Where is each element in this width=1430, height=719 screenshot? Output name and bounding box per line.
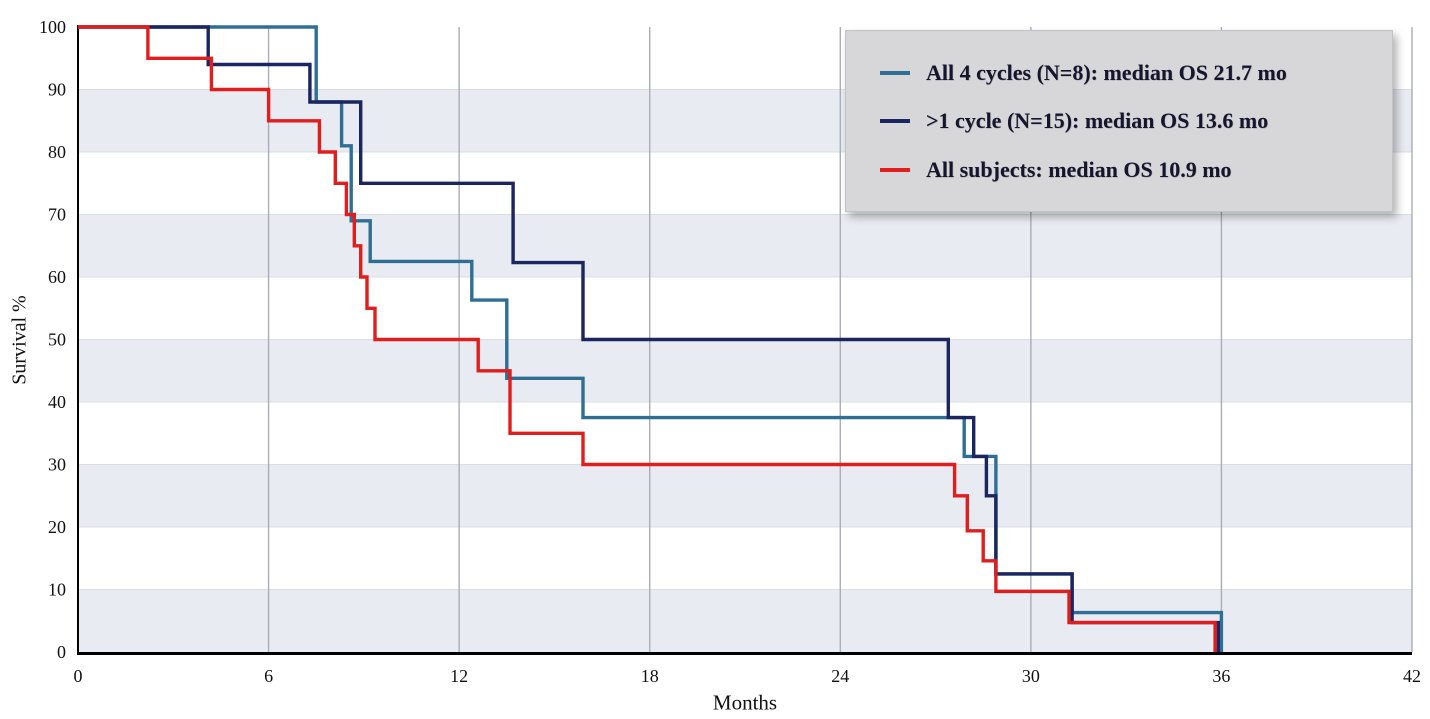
legend-dash-icon xyxy=(880,70,910,75)
svg-text:80: 80 xyxy=(48,142,66,162)
legend-item-all-4-cycles: All 4 cycles (N=8): median OS 21.7 mo xyxy=(880,60,1392,86)
svg-text:50: 50 xyxy=(48,330,66,350)
x-axis-label: Months xyxy=(712,690,778,715)
svg-text:24: 24 xyxy=(831,666,849,686)
svg-text:30: 30 xyxy=(1022,666,1040,686)
svg-text:0: 0 xyxy=(74,666,83,686)
svg-text:60: 60 xyxy=(48,267,66,287)
y-axis-label: Survival % xyxy=(8,295,31,385)
svg-text:10: 10 xyxy=(48,580,66,600)
svg-text:70: 70 xyxy=(48,205,66,225)
svg-text:20: 20 xyxy=(48,517,66,537)
svg-text:40: 40 xyxy=(48,392,66,412)
svg-text:18: 18 xyxy=(641,666,659,686)
svg-text:30: 30 xyxy=(48,455,66,475)
legend-dash-icon xyxy=(880,119,910,123)
legend-label: >1 cycle (N=15): median OS 13.6 mo xyxy=(926,108,1269,133)
legend-label: All subjects: median OS 10.9 mo xyxy=(926,156,1232,182)
svg-text:36: 36 xyxy=(1212,666,1230,686)
svg-text:6: 6 xyxy=(264,666,273,686)
svg-text:12: 12 xyxy=(450,666,468,686)
svg-text:100: 100 xyxy=(39,17,66,37)
legend-item-all-subjects: All subjects: median OS 10.9 mo xyxy=(880,157,1392,183)
svg-text:42: 42 xyxy=(1403,666,1421,686)
legend-item-gt1-cycle: >1 cycle (N=15): median OS 13.6 mo xyxy=(880,108,1392,134)
svg-text:90: 90 xyxy=(48,80,66,100)
legend-label: All 4 cycles (N=8): median OS 21.7 mo xyxy=(926,59,1287,85)
legend: All 4 cycles (N=8): median OS 21.7 mo >1… xyxy=(845,30,1393,212)
svg-text:0: 0 xyxy=(57,642,66,662)
legend-dash-icon xyxy=(880,167,910,172)
